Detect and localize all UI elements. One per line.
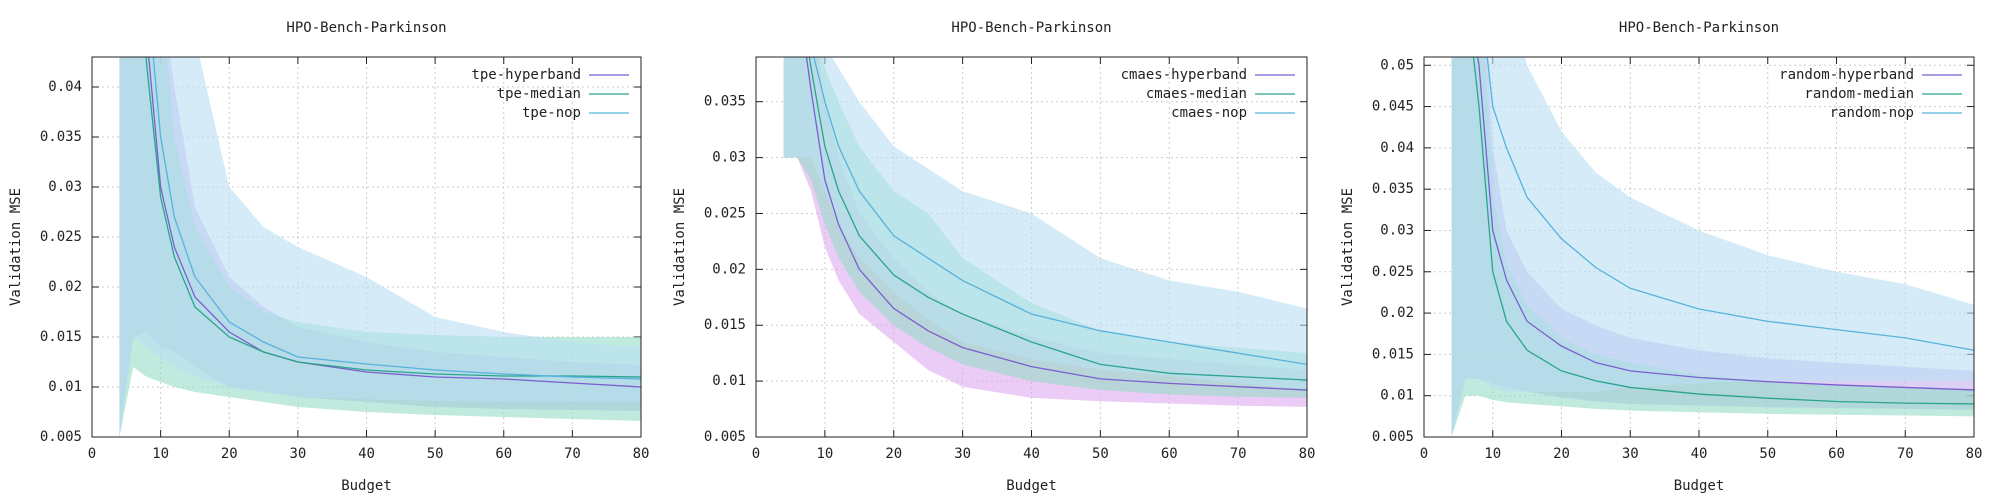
y-tick-label: 0.035: [1372, 181, 1414, 197]
plot-frame: [1423, 56, 1975, 438]
legend-label: cmaes-hyperband: [1121, 67, 1247, 83]
plot-frame: [755, 56, 1308, 438]
y-axis-label: Validation MSE: [1340, 188, 1356, 306]
y-tick-label: 0.015: [40, 329, 82, 345]
series-line: [148, 57, 641, 388]
chart-panel: HPO-Bench-Parkinson Budget Validation MSE 0…: [1340, 20, 1983, 494]
x-tick-label: 40: [1691, 446, 1708, 462]
legend-label: random-nop: [1830, 105, 1914, 121]
y-tick-label: 0.01: [48, 379, 82, 395]
series-line: [1476, 57, 1974, 391]
x-tick-label: 60: [1161, 446, 1178, 462]
legend: random-hyperband random-median random-nop: [1779, 67, 1962, 121]
y-tick-label: 0.02: [712, 261, 746, 277]
x-tick-label: 30: [289, 446, 306, 462]
plot-area: [1451, 57, 1974, 437]
legend-label: random-hyperband: [1779, 67, 1914, 83]
legend-label: cmaes-median: [1146, 86, 1247, 102]
y-tick-label: 0.005: [40, 429, 82, 445]
x-tick-label: 50: [1759, 446, 1776, 462]
legend-label: cmaes-nop: [1171, 105, 1247, 121]
confidence-band: [783, 57, 1307, 398]
confidence-band: [783, 57, 1307, 389]
y-tick-label: 0.04: [1380, 140, 1414, 156]
y-tick-label: 0.02: [48, 279, 82, 295]
x-tick-label: 20: [1553, 446, 1570, 462]
y-tick-label: 0.045: [1372, 99, 1414, 115]
x-axis-label: Budget: [1006, 478, 1057, 494]
plot-area: [119, 57, 641, 437]
x-tick-label: 70: [564, 446, 581, 462]
chart-panel: HPO-Bench-Parkinson Budget Validation MSE 0…: [8, 20, 650, 494]
series-line: [808, 57, 1307, 381]
x-tick-label: 70: [1230, 446, 1247, 462]
legend-label: tpe-nop: [522, 105, 581, 121]
confidence-band: [1451, 57, 1974, 437]
x-tick-label: 30: [954, 446, 971, 462]
x-tick-label: 30: [1622, 446, 1639, 462]
x-tick-label: 70: [1897, 446, 1914, 462]
x-axis-label: Budget: [341, 478, 392, 494]
x-tick-label: 10: [816, 446, 833, 462]
legend-label: tpe-hyperband: [471, 67, 581, 83]
y-axis-label: Validation MSE: [672, 188, 688, 306]
y-tick-label: 0.035: [704, 94, 746, 110]
x-tick-label: 60: [495, 446, 512, 462]
x-tick-label: 80: [633, 446, 650, 462]
x-tick-label: 10: [152, 446, 169, 462]
confidence-band: [119, 57, 641, 437]
x-tick-label: 20: [885, 446, 902, 462]
x-tick-label: 0: [1420, 446, 1428, 462]
x-tick-label: 10: [1484, 446, 1501, 462]
chart-title: HPO-Bench-Parkinson: [1619, 20, 1779, 36]
series-line: [145, 57, 641, 378]
confidence-band: [1451, 57, 1974, 437]
y-tick-label: 0.025: [40, 229, 82, 245]
y-tick-label: 0.025: [704, 205, 746, 221]
x-tick-label: 20: [221, 446, 238, 462]
series-line: [805, 57, 1307, 391]
x-axis-label: Budget: [1674, 478, 1725, 494]
y-tick-label: 0.025: [1372, 264, 1414, 280]
y-tick-label: 0.01: [1380, 388, 1414, 404]
legend-label: random-median: [1804, 86, 1914, 102]
y-tick-label: 0.02: [1380, 305, 1414, 321]
y-tick-label: 0.005: [1372, 429, 1414, 445]
series-line: [1486, 57, 1974, 351]
plot-area: [783, 57, 1307, 407]
series-line: [813, 57, 1307, 365]
legend: cmaes-hyperband cmaes-median cmaes-nop: [1121, 67, 1295, 121]
x-tick-label: 0: [752, 446, 760, 462]
x-tick-label: 40: [1023, 446, 1040, 462]
y-axis-label: Validation MSE: [8, 188, 24, 306]
y-tick-label: 0.05: [1380, 57, 1414, 73]
y-tick-label: 0.04: [48, 79, 82, 95]
y-tick-label: 0.01: [712, 373, 746, 389]
series-line: [152, 57, 641, 380]
x-tick-label: 0: [88, 446, 96, 462]
legend: tpe-hyperband tpe-median tpe-nop: [471, 67, 629, 121]
y-tick-label: 0.03: [1380, 222, 1414, 238]
x-tick-label: 50: [1092, 446, 1109, 462]
chart-panel: HPO-Bench-Parkinson Budget Validation MSE 0…: [672, 20, 1316, 494]
x-tick-label: 80: [1966, 446, 1983, 462]
x-tick-label: 60: [1828, 446, 1845, 462]
y-tick-label: 0.005: [704, 429, 746, 445]
y-tick-label: 0.03: [48, 179, 82, 195]
chart-title: HPO-Bench-Parkinson: [286, 20, 446, 36]
legend-label: tpe-median: [497, 86, 581, 102]
series-line: [1472, 57, 1974, 405]
x-tick-label: 80: [1299, 446, 1316, 462]
plot-frame: [91, 56, 642, 438]
x-tick-label: 50: [427, 446, 444, 462]
y-tick-label: 0.03: [712, 150, 746, 166]
y-tick-label: 0.015: [704, 317, 746, 333]
x-tick-label: 40: [358, 446, 375, 462]
y-tick-label: 0.035: [40, 129, 82, 145]
y-tick-label: 0.015: [1372, 346, 1414, 362]
chart-title: HPO-Bench-Parkinson: [951, 20, 1111, 36]
